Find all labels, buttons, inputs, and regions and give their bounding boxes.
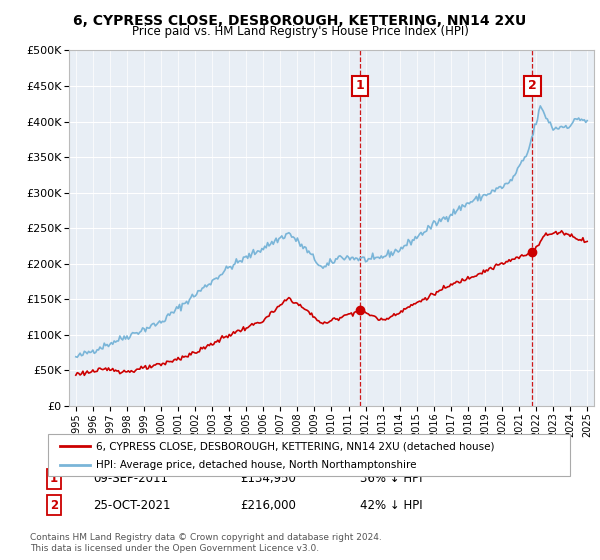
Text: 6, CYPRESS CLOSE, DESBOROUGH, KETTERING, NN14 2XU (detached house): 6, CYPRESS CLOSE, DESBOROUGH, KETTERING,… [96,441,494,451]
Text: 1: 1 [356,80,365,92]
Text: Contains HM Land Registry data © Crown copyright and database right 2024.
This d: Contains HM Land Registry data © Crown c… [30,533,382,553]
Text: 36% ↓ HPI: 36% ↓ HPI [360,472,422,486]
Text: 2: 2 [528,80,537,92]
Text: 2: 2 [50,498,58,512]
Text: HPI: Average price, detached house, North Northamptonshire: HPI: Average price, detached house, Nort… [96,460,416,470]
Text: 25-OCT-2021: 25-OCT-2021 [93,498,170,512]
Text: £216,000: £216,000 [240,498,296,512]
Text: 1: 1 [50,472,58,486]
Text: 42% ↓ HPI: 42% ↓ HPI [360,498,422,512]
Text: 09-SEP-2011: 09-SEP-2011 [93,472,168,486]
Text: £134,950: £134,950 [240,472,296,486]
Text: 6, CYPRESS CLOSE, DESBOROUGH, KETTERING, NN14 2XU: 6, CYPRESS CLOSE, DESBOROUGH, KETTERING,… [73,14,527,28]
Text: Price paid vs. HM Land Registry's House Price Index (HPI): Price paid vs. HM Land Registry's House … [131,25,469,38]
